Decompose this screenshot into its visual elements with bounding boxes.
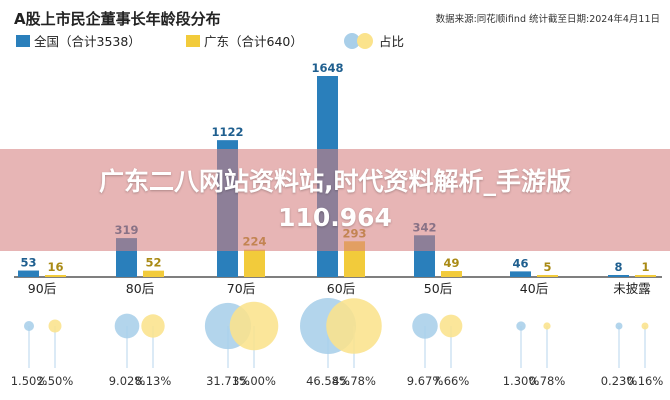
- share-label-guangdong-5: 0.78%: [529, 374, 566, 388]
- value-label-guangdong-6: 1: [641, 260, 649, 274]
- share-bubble-national-4: [412, 313, 438, 339]
- share-label-national-1: 9.02%: [109, 374, 146, 388]
- share-label-guangdong-3: 45.78%: [332, 374, 376, 388]
- watermark-line-1: 广东二八网站资料站,时代资料解析_手游版: [99, 167, 571, 196]
- category-label-3: 60后: [327, 281, 355, 296]
- share-bubble-guangdong-1: [141, 314, 165, 338]
- watermark-line-2: 110.964: [278, 203, 392, 232]
- share-label-national-4: 9.67%: [407, 374, 444, 388]
- share-bubble-guangdong-4: [439, 314, 463, 338]
- share-bubble-guangdong-3: [326, 298, 382, 354]
- share-label-guangdong-0: 2.50%: [37, 374, 74, 388]
- category-label-2: 70后: [227, 281, 255, 296]
- value-label-national-6: 8: [614, 260, 622, 274]
- share-label-national-5: 1.30%: [503, 374, 540, 388]
- share-bubble-national-0: [23, 320, 35, 332]
- share-label-national-6: 0.23%: [601, 374, 638, 388]
- bar-guangdong-5: [537, 275, 558, 277]
- legend-bubble-national: [344, 33, 360, 49]
- share-bubble-guangdong-2: [229, 301, 279, 351]
- category-label-1: 80后: [126, 281, 154, 296]
- share-bubble-guangdong-6: [641, 322, 649, 330]
- share-label-guangdong-6: 0.16%: [627, 374, 664, 388]
- value-label-national-2: 1122: [211, 125, 243, 139]
- share-bubble-national-5: [516, 321, 526, 331]
- value-label-guangdong-4: 49: [443, 256, 459, 270]
- value-label-national-3: 1648: [311, 61, 343, 75]
- watermark-banner: 广东二八网站资料站,时代资料解析_手游版 110.964: [0, 149, 670, 251]
- bar-guangdong-2: [244, 249, 265, 277]
- legend-label-national: 全国（合计3538）: [34, 34, 141, 49]
- share-label-national-0: 1.50%: [11, 374, 48, 388]
- category-label-5: 40后: [520, 281, 548, 296]
- legend-swatch-national: [16, 35, 30, 47]
- value-label-national-0: 53: [20, 256, 36, 270]
- share-label-guangdong-1: 8.13%: [135, 374, 172, 388]
- value-label-guangdong-0: 16: [47, 260, 63, 274]
- category-label-0: 90后: [28, 281, 56, 296]
- legend-label-share: 占比: [379, 34, 404, 49]
- bar-guangdong-4: [441, 271, 462, 277]
- share-bubble-guangdong-0: [48, 319, 62, 333]
- share-bubble-national-1: [114, 313, 140, 339]
- value-label-guangdong-5: 5: [543, 260, 551, 274]
- category-label-4: 50后: [424, 281, 452, 296]
- share-label-guangdong-4: 7.66%: [433, 374, 470, 388]
- legend-bubble-guangdong: [357, 33, 373, 49]
- bar-national-6: [608, 275, 629, 277]
- share-bubble-guangdong-5: [543, 322, 551, 330]
- legend-label-guangdong: 广东（合计640）: [204, 34, 303, 49]
- chart-title: A股上市民企董事长年龄段分布: [14, 10, 221, 28]
- category-label-6: 未披露: [613, 281, 651, 296]
- share-label-national-3: 46.58%: [306, 374, 350, 388]
- share-label-guangdong-2: 35.00%: [232, 374, 276, 388]
- bar-national-0: [18, 270, 39, 277]
- value-label-guangdong-1: 52: [145, 256, 161, 270]
- share-label-national-2: 31.71%: [206, 374, 250, 388]
- chart-source: 数据来源:同花顺ifind 统计截至日期:2024年4月11日: [436, 13, 660, 25]
- bar-national-5: [510, 271, 531, 277]
- value-label-national-5: 46: [512, 256, 528, 270]
- bar-guangdong-1: [143, 270, 164, 277]
- share-bubble-national-6: [615, 322, 623, 330]
- legend-swatch-guangdong: [186, 35, 200, 47]
- bar-guangdong-0: [45, 275, 66, 277]
- bar-guangdong-6: [635, 275, 656, 277]
